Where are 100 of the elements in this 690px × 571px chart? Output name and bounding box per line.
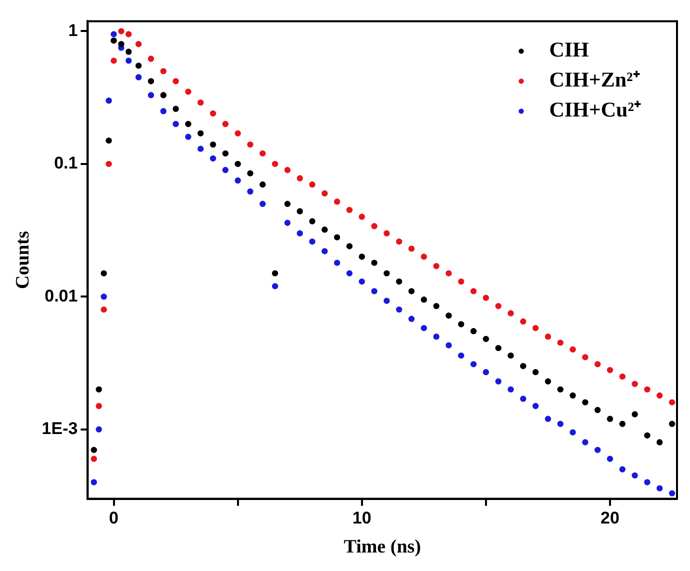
point — [260, 200, 266, 208]
point — [358, 214, 365, 220]
point — [594, 446, 601, 454]
point — [420, 296, 428, 303]
point — [234, 177, 241, 184]
point — [346, 270, 353, 276]
point — [210, 110, 216, 117]
point — [458, 278, 464, 285]
point — [346, 206, 353, 214]
y-axis-title: Counts — [12, 230, 34, 290]
point — [160, 92, 166, 98]
point — [544, 416, 552, 422]
point — [482, 336, 490, 342]
y-tick-label: 1E-3 — [42, 419, 78, 438]
point — [656, 485, 663, 492]
point — [632, 380, 638, 388]
point — [118, 40, 124, 48]
point — [90, 456, 98, 462]
point — [234, 160, 241, 168]
point — [160, 68, 166, 74]
point — [582, 399, 588, 406]
point — [520, 318, 526, 325]
point — [247, 141, 254, 148]
point — [148, 56, 154, 62]
point — [126, 48, 132, 55]
point — [135, 74, 142, 80]
point — [606, 416, 614, 422]
point — [346, 243, 353, 250]
point — [284, 220, 291, 226]
point — [656, 392, 663, 399]
point — [632, 472, 638, 479]
point — [260, 150, 266, 157]
point — [508, 310, 514, 316]
point — [96, 426, 102, 432]
point — [222, 120, 229, 128]
point — [272, 283, 278, 290]
point — [644, 386, 650, 393]
point — [384, 270, 390, 276]
point — [185, 134, 192, 140]
point — [557, 420, 564, 428]
point — [495, 344, 502, 352]
point — [198, 146, 204, 152]
point — [334, 198, 340, 205]
point — [582, 439, 588, 446]
point — [284, 200, 291, 208]
point — [185, 88, 192, 95]
point — [334, 260, 340, 266]
point — [334, 234, 340, 240]
point — [185, 120, 192, 128]
point — [247, 170, 254, 176]
point — [420, 324, 428, 332]
legend-label: CIH+Cu²⁺ — [549, 98, 641, 122]
point — [118, 28, 124, 34]
point — [284, 166, 291, 174]
point — [106, 160, 112, 168]
point — [520, 362, 526, 370]
point — [644, 479, 650, 486]
point — [272, 270, 278, 276]
point — [106, 98, 112, 104]
point — [446, 270, 452, 276]
point — [222, 166, 229, 174]
point — [126, 58, 132, 64]
point — [594, 361, 601, 368]
point — [100, 270, 107, 276]
point — [106, 137, 112, 144]
point — [384, 298, 390, 304]
point — [632, 411, 638, 418]
point — [272, 160, 278, 168]
point — [557, 340, 564, 346]
point — [322, 190, 328, 196]
x-tick-label: 20 — [600, 508, 620, 528]
point — [96, 402, 102, 410]
point — [384, 230, 390, 236]
point — [198, 99, 204, 106]
point — [408, 316, 415, 322]
y-tick-label: 1 — [68, 20, 78, 40]
point — [172, 78, 179, 84]
point — [296, 208, 303, 214]
point — [544, 378, 552, 384]
point — [309, 181, 316, 188]
point — [520, 396, 526, 402]
point — [495, 378, 502, 384]
point — [408, 288, 415, 294]
point — [296, 175, 303, 182]
point — [433, 302, 440, 310]
point — [198, 130, 204, 136]
point — [458, 352, 464, 359]
point — [606, 366, 614, 374]
point — [148, 78, 154, 84]
point — [100, 306, 107, 313]
x-axis-title: Time (ns) — [344, 536, 421, 558]
point — [570, 392, 576, 399]
point — [544, 334, 552, 340]
point — [508, 386, 514, 393]
point — [358, 278, 365, 285]
point — [619, 373, 626, 380]
point — [396, 306, 402, 313]
point — [408, 246, 415, 252]
point — [570, 429, 576, 436]
point — [668, 490, 676, 496]
